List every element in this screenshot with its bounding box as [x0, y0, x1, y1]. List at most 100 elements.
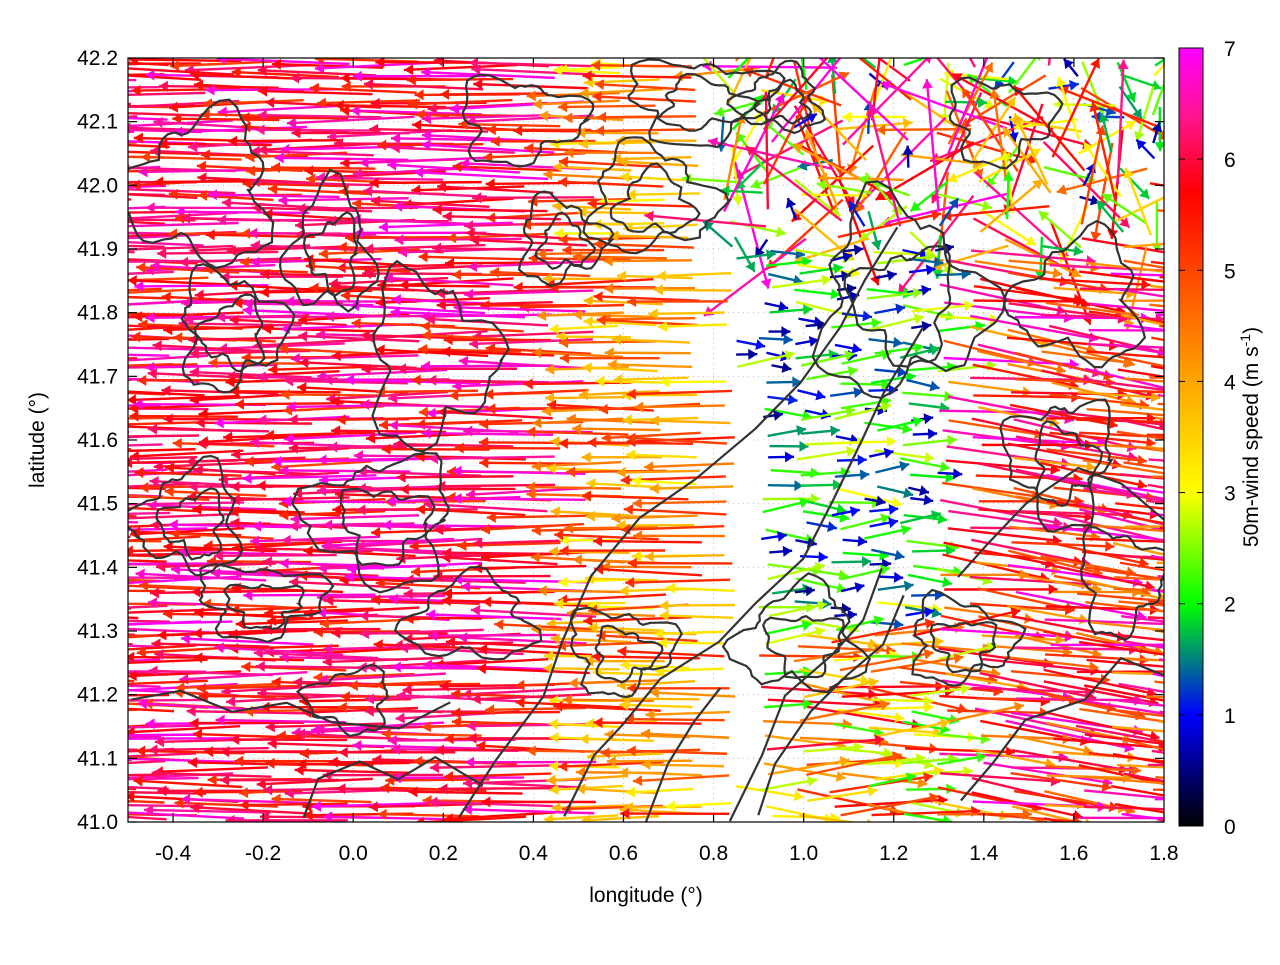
wind-vector-shaft	[559, 341, 655, 342]
wind-vector-head	[24, 606, 33, 617]
wind-vector-head	[52, 481, 61, 492]
wind-vector-head	[1244, 785, 1253, 796]
wind-vector-head	[1228, 555, 1237, 566]
wind-vector-head	[1276, 694, 1280, 705]
wind-vector-head	[21, 221, 30, 232]
wind-vector-head	[1240, 778, 1249, 789]
y-tick-label: 42.0	[77, 174, 118, 197]
x-axis-label: longitude (°)	[589, 884, 702, 907]
wind-vector-shaft	[438, 788, 556, 789]
wind-vector-shaft	[235, 403, 344, 404]
wind-vector-shaft	[759, 656, 862, 657]
y-tick-label: 41.5	[77, 493, 118, 516]
wind-vector-head	[1247, 824, 1257, 835]
wind-vector-head	[45, 371, 54, 382]
wind-vector-head	[1167, 535, 1177, 546]
wind-vector-head	[1205, 440, 1215, 451]
wind-vector-head	[889, 40, 899, 50]
wind-vector-shaft	[35, 710, 137, 711]
wind-vector-head	[34, 731, 43, 742]
wind-vector-head	[753, 33, 763, 43]
wind-vector-head	[15, 390, 24, 401]
wind-vector-shaft	[1153, 674, 1280, 701]
wind-vector-head	[1213, 508, 1223, 519]
wind-vector-shaft	[376, 391, 478, 392]
wind-vector-head	[19, 359, 28, 370]
wind-vector-shaft	[7, 727, 138, 731]
wind-vector-head	[90, 146, 99, 157]
wind-vector-shaft	[554, 603, 625, 604]
wind-vector-head	[845, 39, 855, 49]
wind-vector-head	[1219, 641, 1229, 652]
wind-vector-head	[59, 385, 68, 396]
wind-vector-shaft	[1049, 0, 1062, 65]
wind-vector-head	[19, 311, 28, 322]
wind-vector-shaft	[6, 517, 138, 523]
wind-vector-head	[879, 5, 890, 15]
wind-vector-head	[1203, 796, 1212, 807]
y-tick-label: 41.1	[77, 747, 118, 770]
wind-vector-shaft	[625, 719, 725, 720]
wind-vector-shaft	[1152, 751, 1273, 768]
wind-vector-head	[27, 800, 36, 811]
wind-vector-shaft	[543, 668, 619, 669]
wind-vector-shaft	[282, 540, 408, 541]
wind-vector-head	[1165, 778, 1174, 789]
wind-vector-head	[1245, 207, 1254, 218]
wind-vector-shaft	[63, 735, 197, 736]
wind-vector-shaft	[1151, 262, 1258, 275]
wind-vector-head	[1233, 308, 1243, 319]
wind-vector-shaft	[27, 675, 134, 681]
wind-vector-head	[118, 499, 127, 510]
wind-vector-shaft	[1148, 617, 1265, 623]
wind-vector-shaft	[24, 611, 138, 618]
wind-vector-head	[24, 322, 33, 333]
wind-vector-head	[27, 296, 36, 307]
wind-vector-head	[70, 723, 79, 734]
wind-vector-head	[1270, 523, 1280, 534]
wind-vector-head	[18, 742, 27, 753]
wind-vector-head	[60, 535, 69, 546]
wind-vector-head	[111, 162, 120, 173]
wind-vector-head	[58, 290, 67, 301]
wind-vector-head	[69, 774, 78, 785]
wind-vector-head	[51, 665, 60, 676]
wind-vector-head	[114, 342, 123, 353]
wind-vector-head	[40, 187, 49, 198]
wind-vector-head	[28, 778, 37, 789]
wind-vector-shaft	[576, 133, 658, 134]
wind-vector-head	[1264, 533, 1274, 544]
wind-vector-head	[1273, 584, 1280, 595]
wind-vector-head	[56, 335, 65, 346]
wind-vector-head	[7, 725, 16, 736]
wind-vector-head	[25, 544, 34, 555]
wind-vector-head	[55, 725, 64, 736]
wind-vector-shaft	[1159, 659, 1280, 682]
wind-vector-shaft	[538, 591, 627, 592]
wind-vector-head	[44, 510, 53, 521]
wind-vector-head	[1219, 641, 1229, 652]
wind-vector-head	[1272, 408, 1280, 419]
wind-vector-shaft	[595, 129, 695, 130]
wind-vector-head	[5, 468, 14, 479]
colorbar-tick-label: 2	[1224, 594, 1236, 617]
wind-vector-shaft	[486, 408, 591, 409]
wind-vector-head	[14, 642, 23, 653]
wind-vector-head	[74, 472, 83, 483]
wind-vector-head	[62, 362, 71, 373]
wind-vector-shaft	[587, 442, 693, 444]
x-tick-label: 0.0	[339, 842, 368, 865]
wind-vector-shaft	[1150, 183, 1258, 200]
wind-vector-head	[1263, 761, 1273, 772]
x-tick-label: 1.6	[1059, 842, 1088, 865]
wind-vector-head	[112, 213, 121, 224]
wind-vector-shaft	[279, 470, 410, 471]
y-tick-label: 42.2	[77, 47, 118, 70]
wind-vector-shaft	[593, 541, 702, 542]
colorbar-label-main: 50m-wind speed (m s	[1240, 346, 1263, 547]
wind-vector-head	[16, 627, 25, 638]
wind-vector-shaft	[973, 301, 1085, 302]
wind-vector-head	[35, 110, 44, 121]
wind-vector-head	[67, 327, 76, 338]
